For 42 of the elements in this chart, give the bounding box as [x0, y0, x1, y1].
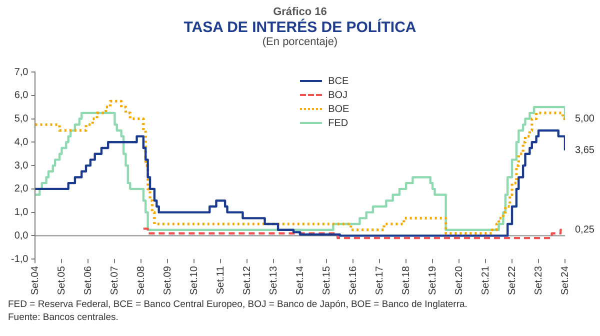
legend-label: FED: [328, 118, 348, 128]
x-tick-label: Set.06: [82, 266, 94, 296]
x-tick-label: Set.14: [294, 266, 306, 296]
x-tick-label: Set.23: [533, 266, 544, 296]
x-tick-label: Set.09: [162, 266, 174, 296]
annotation: 5,00: [575, 114, 595, 125]
x-tick-label: Set.19: [427, 266, 438, 296]
y-tick-label: 6,0: [14, 90, 29, 102]
x-tick-label: Set.04: [30, 266, 41, 296]
x-tick-label: Set.05: [56, 266, 68, 296]
text: Gráfico 16: [272, 6, 328, 18]
y-tick-label: -1,0: [10, 254, 29, 265]
x-tick-label: Set.07: [109, 266, 120, 296]
legend-label: BCE: [328, 76, 349, 86]
x-tick-label: Set.11: [215, 266, 226, 294]
x-tick-label: Set.08: [136, 266, 147, 296]
y-tick-label: 1,0: [14, 207, 29, 218]
annotation: 3,65: [575, 145, 595, 156]
y-tick-label: 2,0: [14, 184, 29, 195]
chart-title: TASA DE INTERÉS DE POLÍTICA: [182, 19, 418, 36]
x-tick-label: Set.24: [560, 266, 571, 296]
y-tick-label: 7,0: [14, 66, 29, 78]
text: FED = Reserva Federal, BCE = Banco Central Europeo, BOJ = Banco de Japón, BOE = Banco de Inglaterra.: [8, 298, 468, 311]
x-tick-label: Set.17: [374, 266, 386, 296]
annotation: 0,25: [575, 224, 595, 236]
y-tick-label: 3,0: [14, 160, 29, 172]
x-tick-label: Set.10: [188, 266, 200, 296]
x-tick-label: Set.13: [268, 266, 280, 296]
source-note: Fuente: Bancos centrales.: [8, 311, 120, 324]
legend-label: BOE: [328, 104, 350, 114]
legend-label: BOJ: [328, 90, 348, 100]
x-tick-label: Set.16: [348, 266, 359, 296]
x-tick-label: Set.15: [321, 266, 332, 296]
y-tick-label: 5,0: [14, 114, 29, 125]
x-tick-label: Set.21: [480, 266, 492, 296]
y-tick-label: 0,0: [14, 230, 29, 242]
x-tick-label: Set.18: [400, 266, 412, 296]
x-tick-label: Set.12: [242, 266, 253, 296]
x-tick-label: Set.22: [506, 266, 518, 296]
chart-subtitle: (En porcentaje): [261, 36, 339, 48]
x-tick-label: Set.20: [454, 266, 465, 296]
y-tick-label: 4,0: [14, 136, 29, 148]
